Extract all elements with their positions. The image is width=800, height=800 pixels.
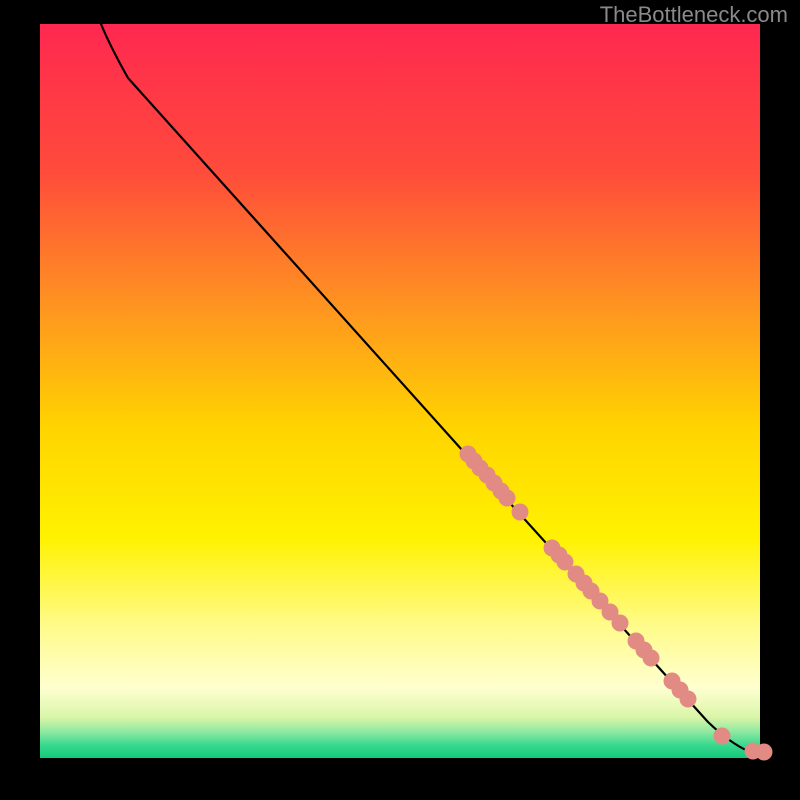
data-marker — [499, 490, 516, 507]
data-marker — [756, 744, 773, 761]
chart-canvas: TheBottleneck.com — [0, 0, 800, 800]
attribution-label: TheBottleneck.com — [600, 2, 788, 28]
data-marker — [512, 504, 529, 521]
data-marker — [612, 615, 629, 632]
gradient-chart — [0, 0, 800, 800]
data-marker — [643, 650, 660, 667]
data-marker — [680, 691, 697, 708]
data-marker — [714, 728, 731, 745]
